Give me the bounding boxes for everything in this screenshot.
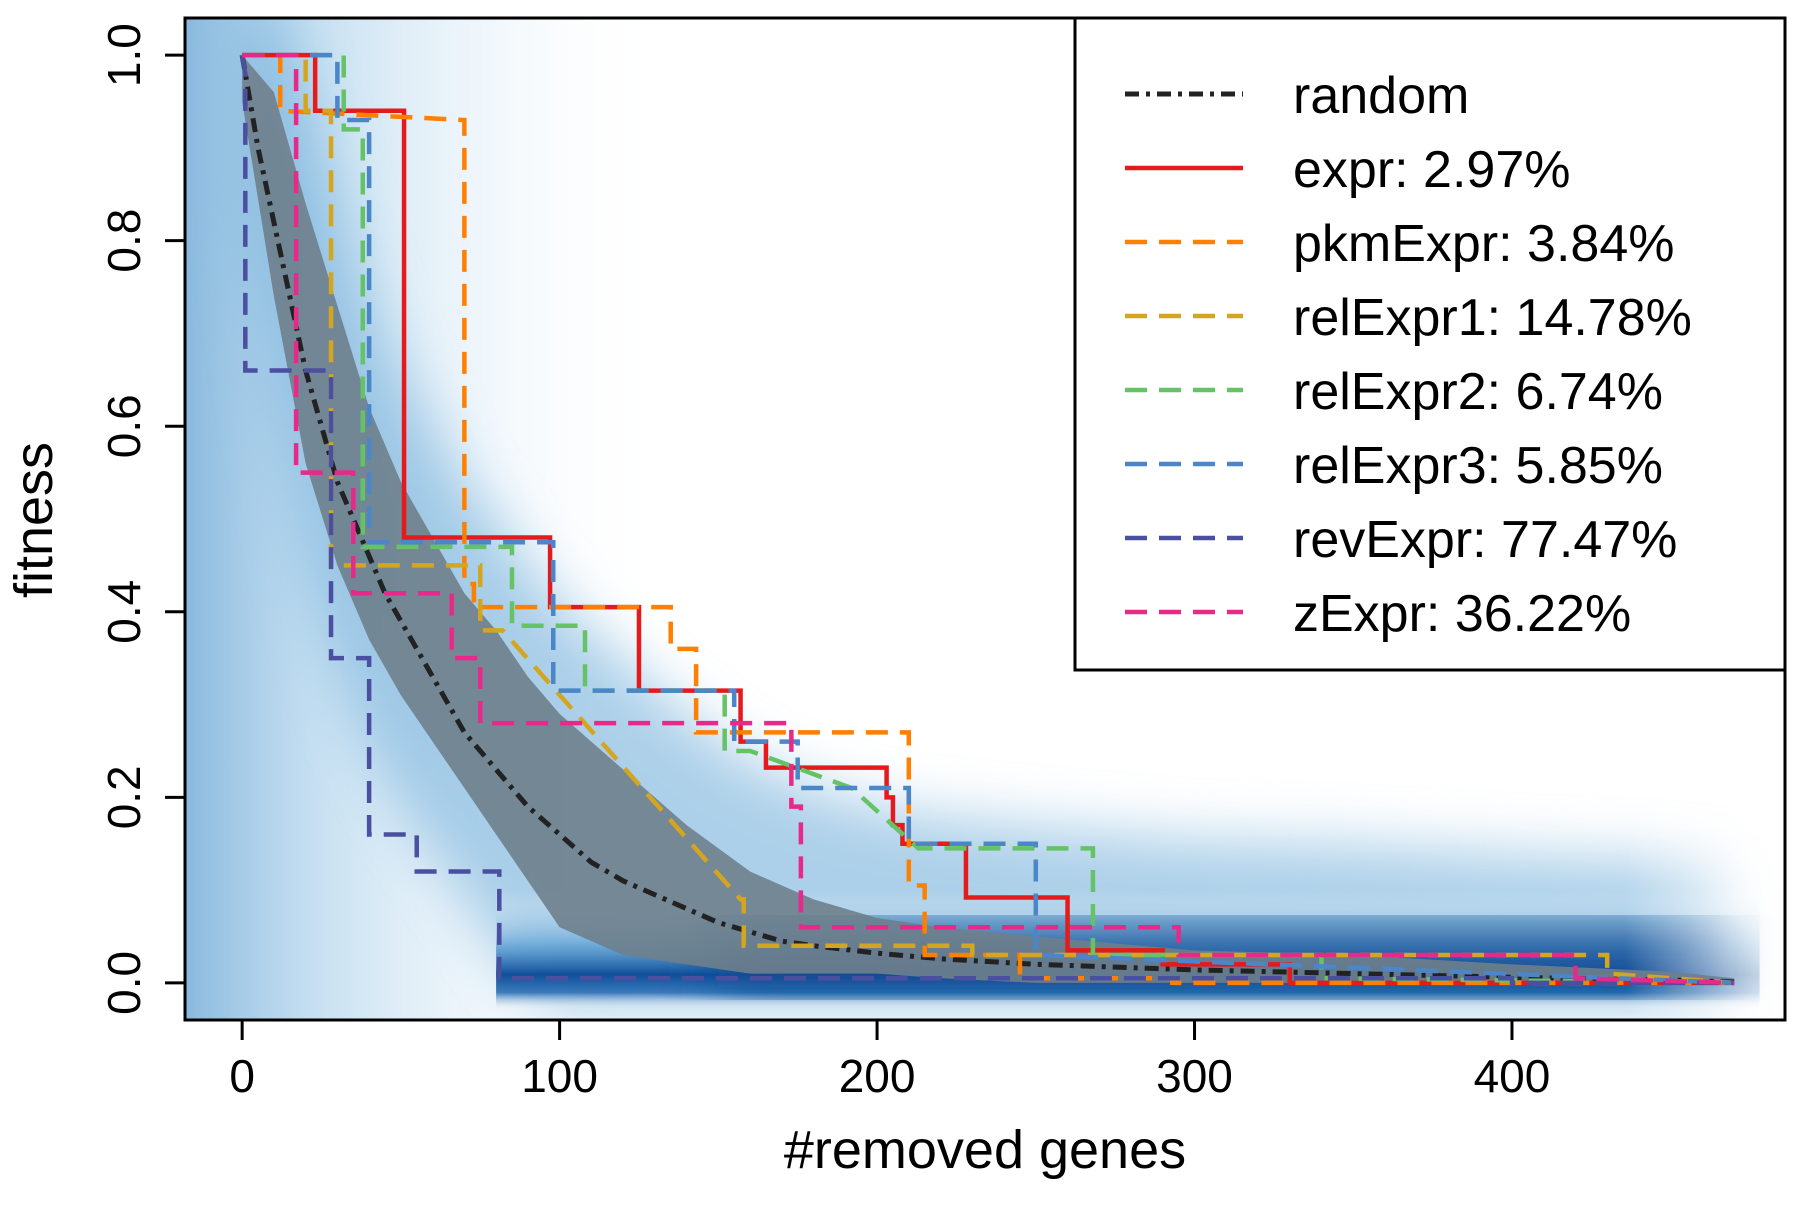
legend-label-2: pkmExpr: 3.84% <box>1293 215 1675 273</box>
legend-label-0: random <box>1293 67 1469 125</box>
y-tick-label: 0.0 <box>98 951 150 1015</box>
series-line-4 <box>242 52 1735 986</box>
x-tick-label: 200 <box>839 1050 916 1102</box>
series-line-1 <box>242 52 1735 986</box>
y-tick-label: 0.8 <box>98 209 150 273</box>
y-tick-label: 0.6 <box>98 394 150 458</box>
legend-label-7: zExpr: 36.22% <box>1293 585 1631 643</box>
legend: random expr: 2.97% pkmExpr: 3.84% relExpr1:… <box>1073 16 1787 672</box>
x-tick-label: 100 <box>521 1050 598 1102</box>
x-axis-title: #removed genes <box>784 1120 1186 1180</box>
legend-label-1: expr: 2.97% <box>1293 141 1571 199</box>
legend-label-6: revExpr: 77.47% <box>1293 511 1677 569</box>
x-tick-label: 400 <box>1474 1050 1551 1102</box>
y-tick-label: 0.4 <box>98 580 150 644</box>
series-line-6 <box>239 54 1735 986</box>
series-line-5 <box>242 52 1735 986</box>
legend-label-5: relExpr3: 5.85% <box>1293 437 1663 495</box>
series-lines <box>239 52 1735 986</box>
legend-box <box>1073 16 1787 672</box>
x-axis: 0 100 200 300 400 <box>229 1018 1551 1102</box>
y-axis: 0.0 0.2 0.4 0.6 0.8 1.0 <box>98 23 185 1015</box>
x-tick-label: 0 <box>229 1050 255 1102</box>
series-line-2 <box>242 52 1735 986</box>
x-tick-label: 300 <box>1156 1050 1233 1102</box>
legend-label-3: relExpr1: 14.78% <box>1293 289 1692 347</box>
y-tick-label: 0.2 <box>98 765 150 829</box>
series-line-7 <box>242 52 1735 986</box>
y-axis-title: fitness <box>4 442 64 598</box>
y-tick-label: 1.0 <box>98 23 150 87</box>
legend-label-4: relExpr2: 6.74% <box>1293 363 1663 421</box>
